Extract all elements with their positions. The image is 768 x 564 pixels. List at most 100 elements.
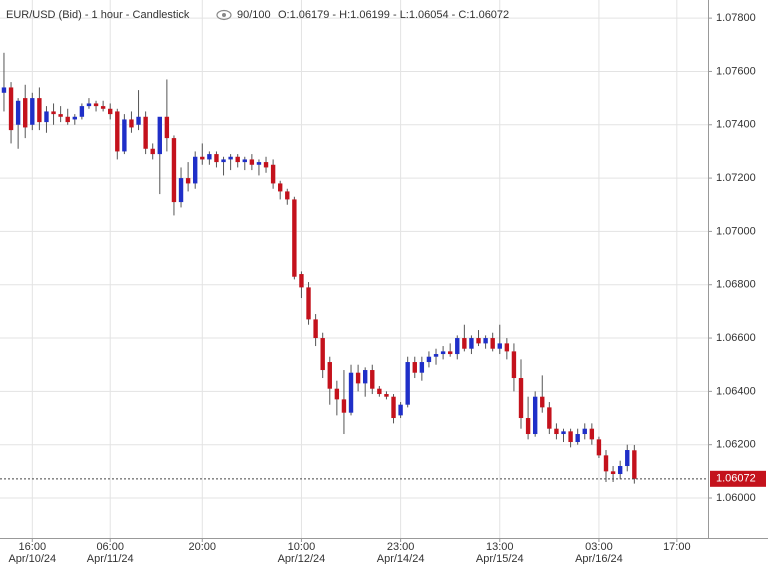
x-tick-label: 13:00 [486, 541, 514, 553]
candle-body [37, 98, 42, 123]
x-tick-date: Apr/15/24 [476, 553, 524, 564]
candle-body [115, 111, 120, 152]
candle-body [632, 450, 637, 479]
x-tick-date: Apr/11/24 [87, 553, 134, 564]
candle-body [625, 450, 630, 467]
candle-body [532, 396, 538, 435]
grid [0, 0, 708, 538]
candle-body [278, 183, 283, 192]
candle-body [617, 466, 623, 475]
candle-body [200, 156, 205, 160]
candle-body [497, 343, 502, 349]
candle-body [511, 351, 517, 379]
x-tick-label: 10:00 [288, 541, 316, 553]
x-tick-label: 17:00 [663, 541, 691, 553]
candle-body [72, 116, 77, 120]
candle-body [547, 407, 552, 429]
candle-body [525, 418, 531, 435]
candle-body [136, 116, 141, 125]
candle-body [575, 434, 580, 443]
candle-body [568, 431, 573, 443]
candle-body [285, 191, 290, 200]
candle-body [483, 338, 488, 344]
candle-body [362, 370, 368, 384]
candle-body [1, 87, 7, 93]
candle-body [44, 111, 49, 123]
candle-body [504, 343, 510, 352]
candle-body [589, 428, 595, 440]
x-tick-label: 03:00 [585, 541, 613, 553]
candle-body [320, 338, 325, 371]
y-tick-label: 1.06800 [716, 279, 756, 291]
x-tick-label: 06:00 [96, 541, 124, 553]
candle-body [462, 338, 467, 349]
candle-body [370, 370, 375, 389]
candle-body [235, 156, 240, 163]
candle-body [270, 164, 276, 184]
candle-body [207, 154, 212, 160]
candle-body [228, 156, 233, 160]
candle-body [108, 108, 113, 115]
candle-body [8, 87, 14, 131]
candle-body [299, 274, 304, 288]
x-tick-label: 16:00 [19, 541, 47, 553]
candle-body [419, 362, 425, 373]
y-tick-label: 1.06600 [716, 332, 756, 344]
y-tick-label: 1.07600 [716, 65, 756, 77]
candle-body [86, 103, 92, 107]
y-tick-label: 1.06000 [716, 492, 756, 504]
candle-body [93, 103, 99, 107]
candle-body [129, 119, 134, 128]
candle-body [143, 116, 148, 149]
candle-body [249, 159, 255, 165]
x-tick-date: Apr/10/24 [8, 553, 56, 564]
candle-body [603, 455, 609, 472]
candle-body [263, 162, 269, 168]
eye-icon [216, 9, 232, 21]
zoom-level: 90/100 [237, 9, 271, 21]
candle-body [348, 372, 354, 413]
candles [1, 52, 637, 484]
last-price-box [710, 470, 766, 487]
candle-body [405, 362, 410, 405]
candle-body [185, 178, 191, 184]
x-tick-date: Apr/14/24 [377, 553, 425, 564]
y-tick-label: 1.07000 [716, 225, 756, 237]
candle-body [355, 372, 361, 384]
candle-body [193, 156, 198, 184]
candle-body [447, 351, 453, 355]
candle-body [100, 106, 106, 109]
candle-body [256, 162, 262, 165]
candle-body [51, 111, 56, 115]
y-tick-label: 1.07800 [716, 12, 756, 24]
chart-title: EUR/USD (Bid) - 1 hour - Candlestick [6, 9, 190, 21]
candle-body [610, 471, 616, 475]
candle-body [554, 428, 559, 435]
candle-body [58, 114, 63, 117]
candle-body [242, 159, 247, 163]
candle-body [327, 362, 332, 389]
y-tick-label: 1.07200 [716, 172, 756, 184]
candle-body [164, 116, 170, 139]
candle-body [23, 98, 28, 128]
candle-body [157, 116, 162, 155]
ohlc-text: O:1.06179 - H:1.06199 - L:1.06054 - C:1.… [278, 9, 509, 21]
candle-body [391, 396, 396, 419]
candle-body [334, 388, 340, 400]
candle-body [122, 119, 127, 152]
candle-body [469, 338, 474, 349]
x-tick-label: 20:00 [189, 541, 217, 553]
candle-body [150, 148, 155, 155]
candle-body [412, 362, 417, 373]
y-tick-label: 1.07400 [716, 119, 756, 131]
x-tick-label: 23:00 [387, 541, 415, 553]
candle-body [221, 159, 226, 163]
candle-body [65, 116, 70, 123]
candle-body [292, 199, 297, 277]
candle-body [433, 354, 439, 357]
candle-body [518, 378, 524, 419]
labels: 1.06000 1.06200 1.06400 1.06600 1.06800 1.070… [0, 12, 766, 564]
candle-body [455, 338, 460, 355]
